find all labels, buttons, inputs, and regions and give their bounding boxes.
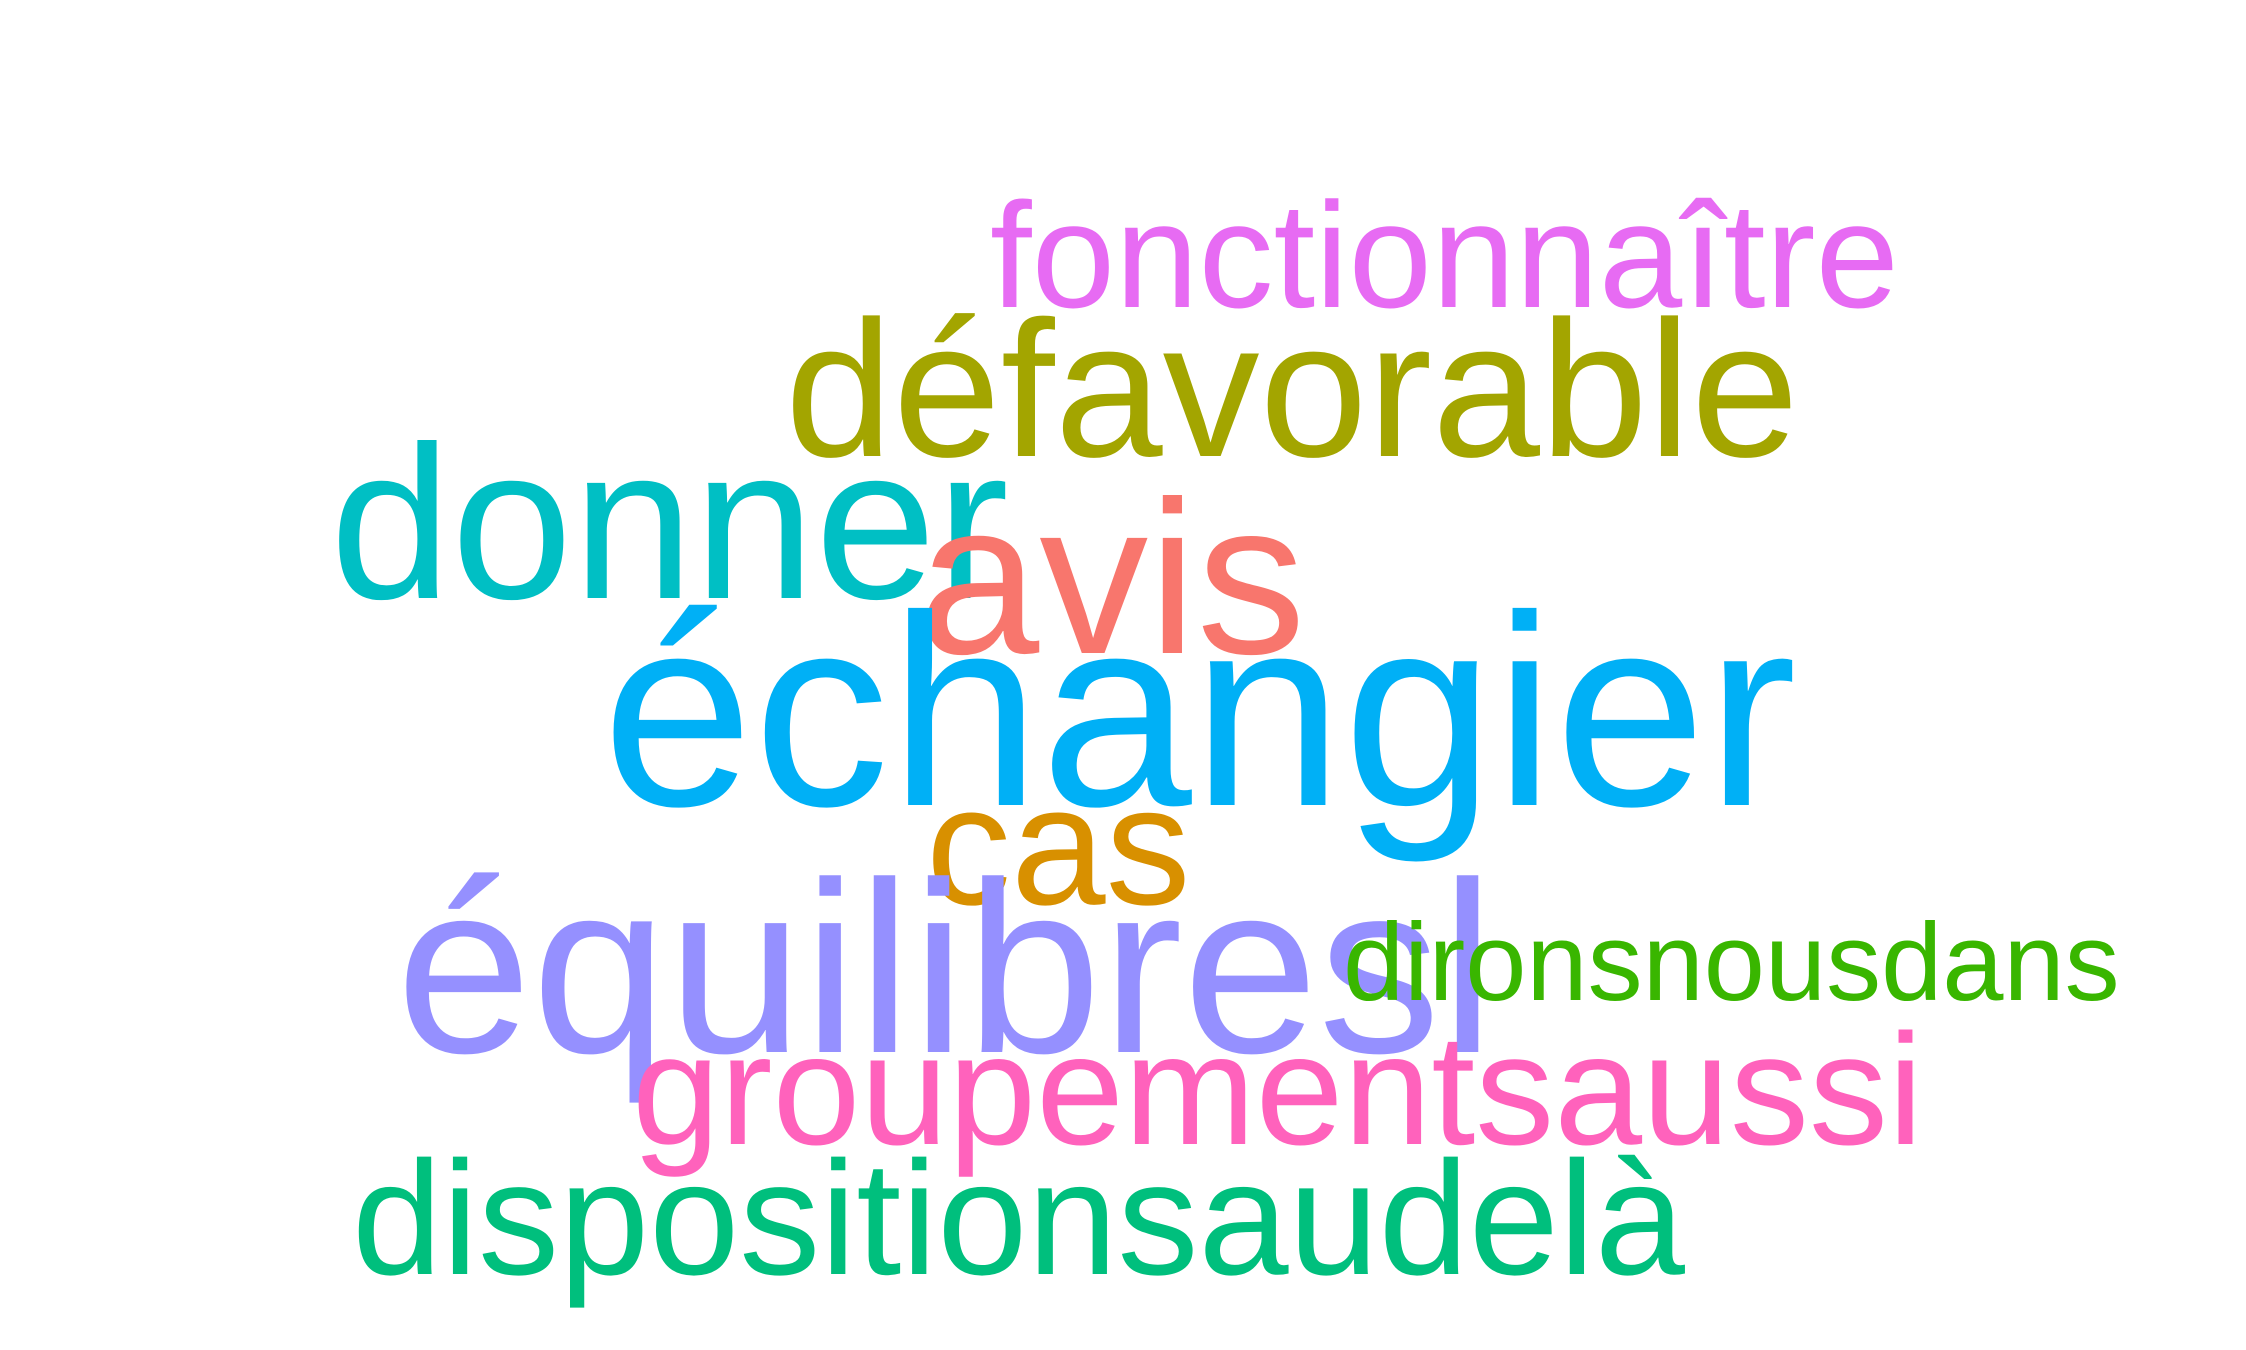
word-echangier: échangier <box>602 559 1797 863</box>
word-cas: cas <box>926 751 1191 941</box>
word-groupementsaussi: groupementsaussi <box>632 1002 1924 1178</box>
word-dispositionsaudela: dispositionsaudelà <box>352 1128 1685 1309</box>
word-fonctionnaitre: fonctionnaître <box>990 171 1899 339</box>
word-donner: donner <box>330 402 1009 645</box>
word-avis: avis <box>918 457 1306 700</box>
word-defavorable: défavorable <box>785 281 1799 498</box>
word-dironsnousdans: dironsnousdans <box>1343 901 2120 1024</box>
word-equilibresl: équilibresl <box>396 831 1495 1104</box>
